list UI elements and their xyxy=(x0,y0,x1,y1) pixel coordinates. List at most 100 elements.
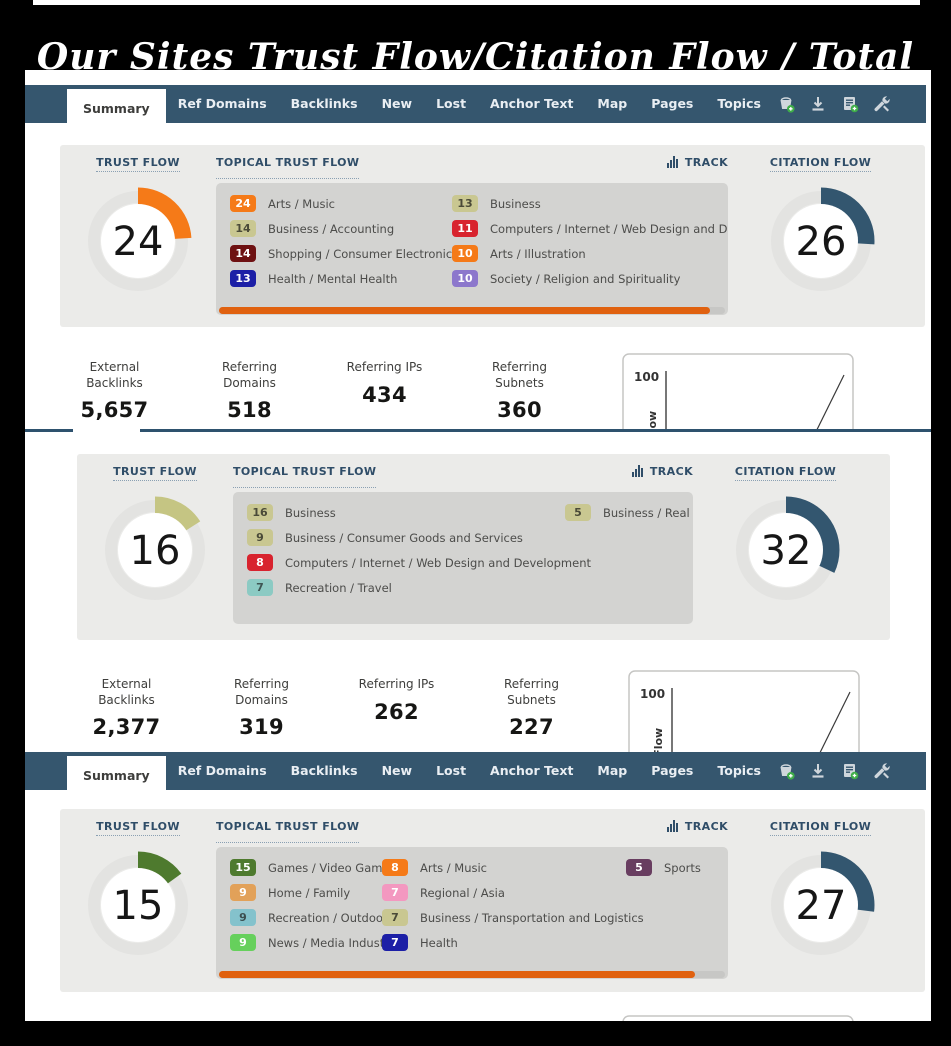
download-icon[interactable] xyxy=(809,762,827,780)
tab-ref-domains[interactable]: Ref Domains xyxy=(177,96,267,111)
topic-row: 14 Shopping / Consumer Electronics xyxy=(230,245,458,262)
bucket-add-icon[interactable] xyxy=(777,762,795,780)
tab-anchor-text[interactable]: Anchor Text xyxy=(490,763,574,778)
topic-label[interactable]: Business / Consumer Goods and Services xyxy=(285,530,523,545)
svg-text:24: 24 xyxy=(113,219,164,265)
stat-referring-domains[interactable]: Referring Domains389 xyxy=(182,1012,317,1021)
topic-label[interactable]: Home / Family xyxy=(268,885,351,900)
report-add-icon[interactable] xyxy=(841,762,859,780)
tab-lost[interactable]: Lost xyxy=(436,96,467,111)
topic-label[interactable]: Business xyxy=(490,196,541,211)
stat-referring-subnets[interactable]: Referring Subnets 360 xyxy=(452,350,587,429)
stat-external-backlinks[interactable]: External Backlinks 2,377 xyxy=(59,667,194,752)
stat-referring-ips[interactable]: Referring IPs 434 xyxy=(317,350,452,429)
trust-flow-donut-cell: 24 xyxy=(68,179,208,315)
topic-label[interactable]: Arts / Music xyxy=(268,196,336,211)
topic-row: 9 Home / Family xyxy=(230,884,382,901)
topic-row: 5 Sports xyxy=(626,859,701,876)
topic-score-badge: 9 xyxy=(230,884,256,901)
stat-external-backlinks[interactable]: External Backlinks14,812 xyxy=(47,1012,182,1021)
flow-metrics-panel: TRUST FLOW TOPICAL TRUST FLOW TRACK CITA… xyxy=(60,145,925,327)
stat-referring-domains[interactable]: Referring Domains 518 xyxy=(182,350,317,429)
topic-score-badge: 7 xyxy=(382,934,408,951)
tab-lost[interactable]: Lost xyxy=(436,763,467,778)
topic-score-badge: 8 xyxy=(382,859,408,876)
stat-value: 2,377 xyxy=(92,715,161,740)
tab-backlinks[interactable]: Backlinks xyxy=(290,96,358,111)
navbar-tabs: Summary Ref Domains Backlinks New Lost Anchor… xyxy=(67,85,773,133)
stat-referring-subnets[interactable]: Referring Subnets321 xyxy=(452,1012,587,1021)
topic-label[interactable]: Computers / Internet / Web Design and De… xyxy=(490,221,728,236)
svg-text:26: 26 xyxy=(795,219,846,265)
trust-flow-heading: TRUST FLOW xyxy=(68,153,208,179)
topic-row: 14 Business / Accounting xyxy=(230,220,452,237)
topic-label[interactable]: Business / Transportation and Logistics xyxy=(420,910,644,925)
backlink-stats-row: External Backlinks14,812Referring Domain… xyxy=(25,1012,931,1021)
topic-label[interactable]: Recreation / Outdoors xyxy=(268,910,394,925)
topic-label[interactable]: Recreation / Travel xyxy=(285,580,392,595)
scrollbar-thumb[interactable] xyxy=(219,307,710,314)
tab-summary[interactable]: Summary xyxy=(67,89,166,133)
stat-referring-domains[interactable]: Referring Domains 319 xyxy=(194,667,329,752)
tools-icon[interactable] xyxy=(873,762,891,780)
trust-flow-donut: 16 xyxy=(101,496,209,604)
topic-label[interactable]: Business xyxy=(285,505,336,520)
topic-label[interactable]: Arts / Music xyxy=(420,860,488,875)
tools-icon[interactable] xyxy=(873,95,891,113)
topic-score-badge: 7 xyxy=(382,909,408,926)
tab-pages[interactable]: Pages xyxy=(651,96,694,111)
scrollbar-thumb[interactable] xyxy=(219,971,695,978)
bar-chart-icon xyxy=(666,820,678,832)
tab-map[interactable]: Map xyxy=(597,96,628,111)
tab-topics[interactable]: Topics xyxy=(717,763,761,778)
svg-text:16: 16 xyxy=(130,528,181,574)
track-button[interactable]: TRACK xyxy=(666,820,728,843)
topic-column: 5 Business / Real Estate xyxy=(565,504,693,624)
flow-metrics-panel: TRUST FLOW TOPICAL TRUST FLOW TRACK CITA… xyxy=(60,809,925,992)
topic-row: 7 Health xyxy=(382,934,626,951)
tab-ref-domains[interactable]: Ref Domains xyxy=(177,763,267,778)
tab-topics[interactable]: Topics xyxy=(717,96,761,111)
topic-label[interactable]: Health / Mental Health xyxy=(268,271,398,286)
topic-label[interactable]: Health xyxy=(420,935,458,950)
topic-score-badge: 10 xyxy=(452,270,478,287)
topic-label[interactable]: Sports xyxy=(664,860,701,875)
tab-summary[interactable]: Summary xyxy=(67,756,166,800)
topic-label[interactable]: Regional / Asia xyxy=(420,885,505,900)
tab-new[interactable]: New xyxy=(381,96,413,111)
topic-row: 9 News / Media Industry xyxy=(230,934,396,951)
topic-label[interactable]: Business / Real Estate xyxy=(603,505,693,520)
topic-label[interactable]: News / Media Industry xyxy=(268,935,396,950)
topic-label[interactable]: Shopping / Consumer Electronics xyxy=(268,246,459,261)
topic-score-badge: 13 xyxy=(452,195,478,212)
topic-label[interactable]: Society / Religion and Spirituality xyxy=(490,271,681,286)
stat-label: Referring Subnets xyxy=(491,360,547,390)
stat-external-backlinks[interactable]: External Backlinks 5,657 xyxy=(47,350,182,429)
topic-score-badge: 9 xyxy=(230,934,256,951)
topic-row: 7 Regional / Asia xyxy=(382,884,626,901)
svg-text:15: 15 xyxy=(113,883,164,929)
topic-label[interactable]: Arts / Illustration xyxy=(490,246,586,261)
flow-metrics-panel: TRUST FLOW TOPICAL TRUST FLOW TRACK CITA… xyxy=(77,454,890,640)
tab-backlinks[interactable]: Backlinks xyxy=(290,763,358,778)
tab-new[interactable]: New xyxy=(381,763,413,778)
topic-label[interactable]: Games / Video Games xyxy=(268,860,396,875)
download-icon[interactable] xyxy=(809,95,827,113)
report-add-icon[interactable] xyxy=(841,95,859,113)
track-button[interactable]: TRACK xyxy=(666,156,728,179)
stat-referring-subnets[interactable]: Referring Subnets 227 xyxy=(464,667,599,752)
trust-citation-chart: 100 Trust Flow xyxy=(628,670,864,752)
topic-label[interactable]: Business / Accounting xyxy=(268,221,395,236)
tab-anchor-text[interactable]: Anchor Text xyxy=(490,96,574,111)
topic-score-badge: 24 xyxy=(230,195,256,212)
stat-referring-ips[interactable]: Referring IPs 262 xyxy=(329,667,464,752)
backlink-stats-row: External Backlinks 5,657 Referring Domains… xyxy=(25,350,931,429)
stat-referring-ips[interactable]: Referring IPs345 xyxy=(317,1012,452,1021)
topic-label[interactable]: Computers / Internet / Web Design and De… xyxy=(285,555,591,570)
site-summary-panel-2: TRUST FLOW TOPICAL TRUST FLOW TRACK CITA… xyxy=(25,454,931,752)
tab-pages[interactable]: Pages xyxy=(651,763,694,778)
track-button[interactable]: TRACK xyxy=(631,465,693,488)
topical-trust-flow-box: 15 Games / Video Games 9 Home / Family 9 Recr… xyxy=(216,847,728,979)
tab-map[interactable]: Map xyxy=(597,763,628,778)
bucket-add-icon[interactable] xyxy=(777,95,795,113)
